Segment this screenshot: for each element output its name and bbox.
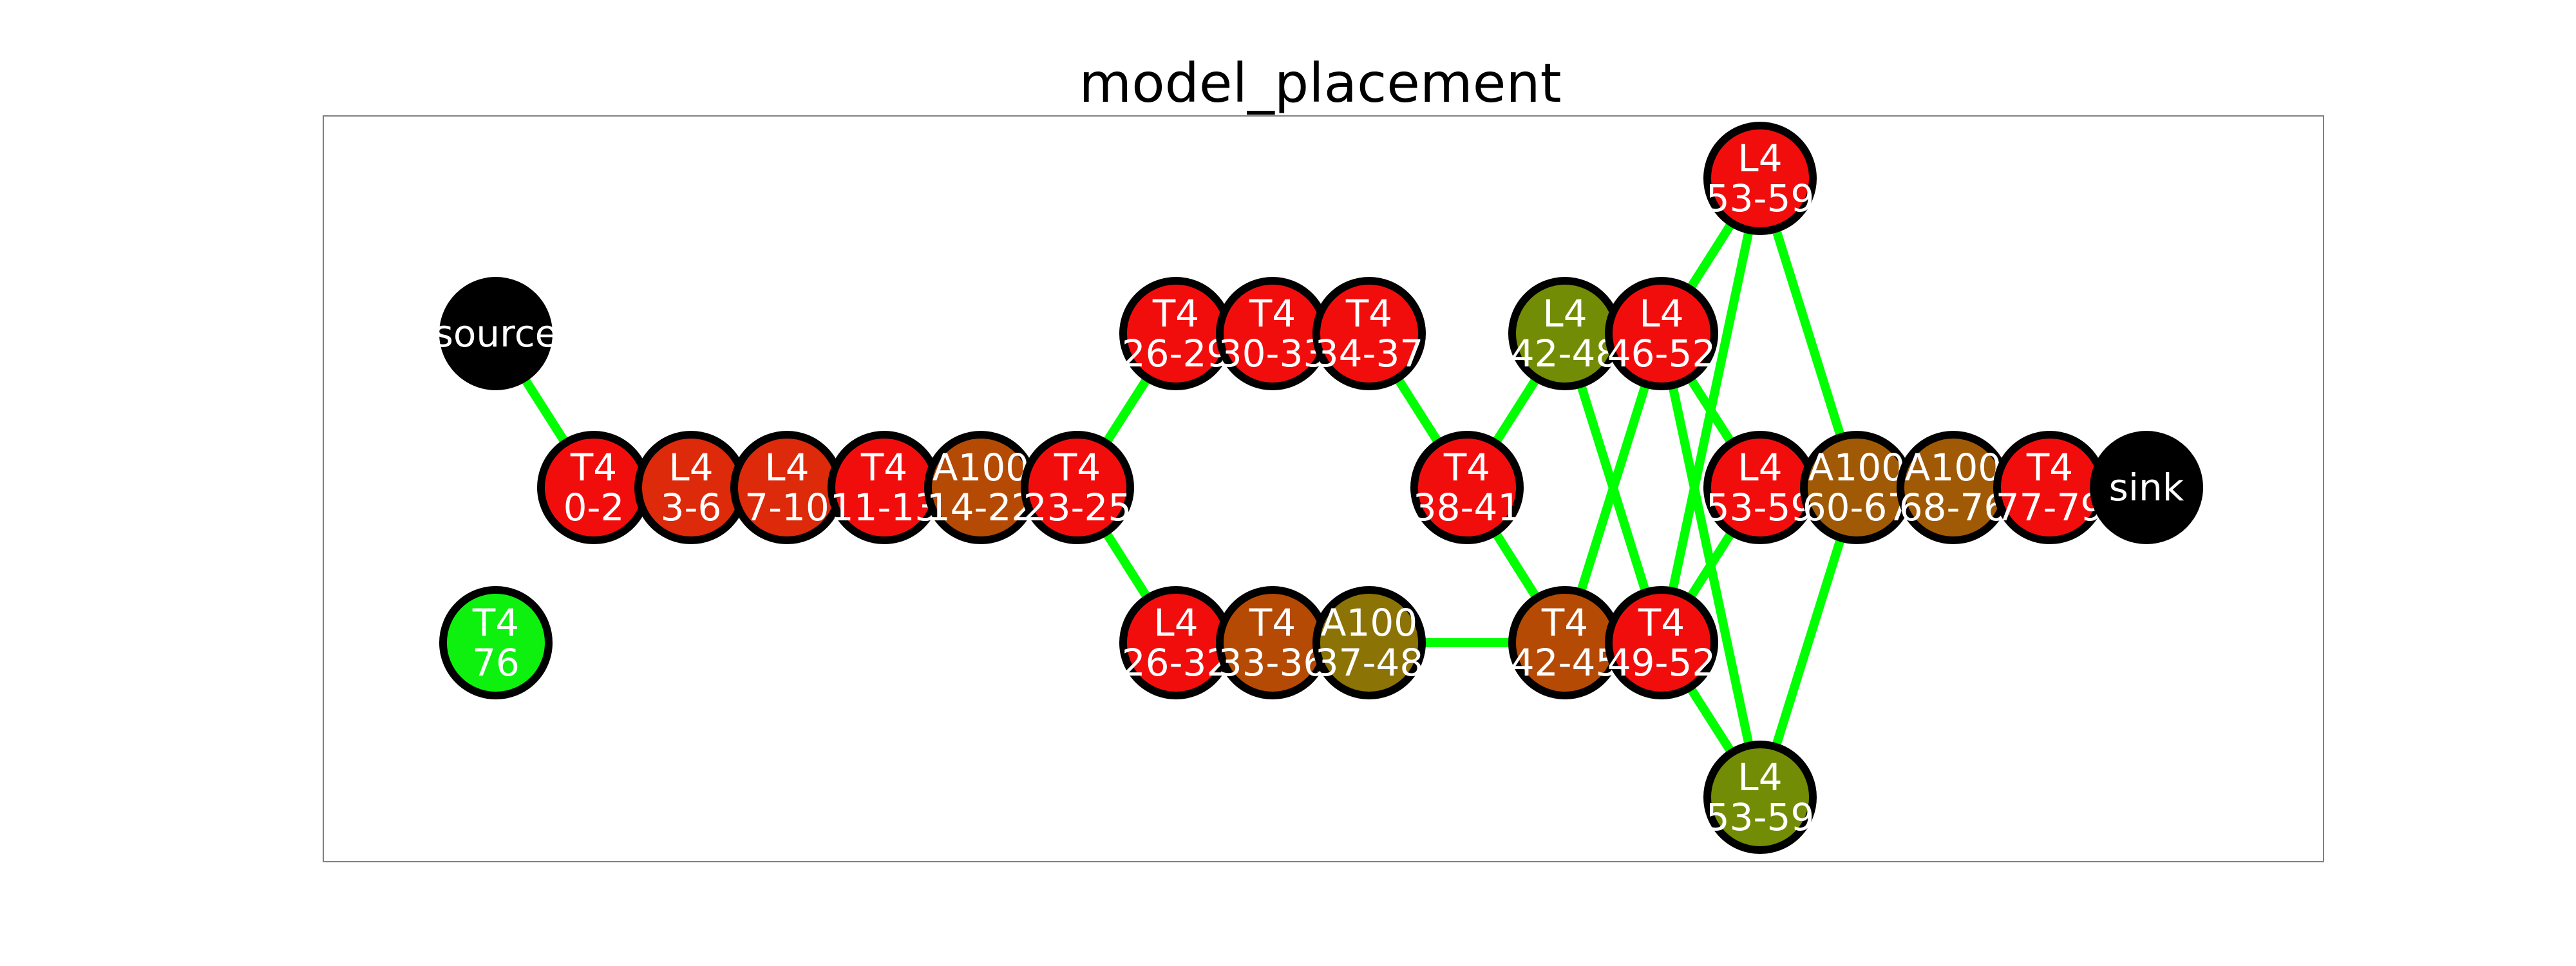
node-label: sink [2109,466,2184,509]
node-label: L4 53-59 [1706,755,1815,839]
node-label: source [434,312,558,355]
node-l4_53_59_top: L4 53-59 [1703,122,1817,235]
node-label: T4 23-25 [1023,446,1132,529]
node-circle [1703,741,1817,854]
node-t4_11_13: T4 11-13 [828,431,941,544]
node-label: A100 68-76 [1899,446,2008,529]
node-t4_26_29: T4 26-29 [1119,277,1233,390]
node-label: L4 3-6 [661,446,722,529]
node-label: T4 42-45 [1511,601,1620,685]
node-t4_30_33: T4 30-33 [1216,277,1329,390]
node-t4_38_41: T4 38-41 [1410,431,1524,544]
node-label: A100 60-67 [1803,446,1911,529]
node-label: A100 14-22 [927,446,1036,529]
node-label: L4 7-10 [744,446,829,529]
node-circle [1312,277,1426,390]
node-t4_0_2: T4 0-2 [537,431,650,544]
node-label: T4 49-52 [1607,601,1716,685]
node-l4_42_48: L4 42-48 [1508,277,1622,390]
node-a100_37_48: A100 37-48 [1312,586,1426,699]
node-label: T4 76 [472,601,520,685]
node-l4_46_52: L4 46-52 [1605,277,1718,390]
node-label: T4 33-36 [1218,601,1327,685]
node-label: L4 53-59 [1706,137,1815,220]
node-label: T4 0-2 [564,446,625,529]
node-circle [2090,431,2203,544]
node-l4_53_59_bot: L4 53-59 [1703,741,1817,854]
node-circle [1410,431,1524,544]
node-t4_34_37: T4 34-37 [1312,277,1426,390]
node-t4_77_79: T4 77-79 [1993,431,2107,544]
node-circle [439,277,553,390]
node-label: L4 53-59 [1706,446,1815,529]
node-label: A100 37-48 [1315,601,1424,685]
node-a100_60_67: A100 60-67 [1800,431,1913,544]
node-a100_14_22: A100 14-22 [924,431,1037,544]
node-circle [1703,122,1817,235]
node-l4_7_10: L4 7-10 [730,431,844,544]
node-a100_68_76: A100 68-76 [1897,431,2010,544]
node-l4_53_59_mid: L4 53-59 [1703,431,1817,544]
node-label: L4 46-52 [1607,292,1716,375]
node-label: T4 77-79 [1996,446,2105,529]
node-t4_23_25: T4 23-25 [1021,431,1134,544]
node-circle [1605,586,1718,699]
diagram-title: model_placement [1079,52,1561,115]
node-circle [1021,431,1134,544]
node-label: T4 30-33 [1218,292,1327,375]
node-t4_33_36: T4 33-36 [1216,586,1329,699]
node-label: T4 26-29 [1122,292,1231,375]
node-label: T4 34-37 [1315,292,1424,375]
node-label: T4 38-41 [1413,446,1522,529]
node-label: T4 11-13 [830,446,939,529]
node-circle [1312,586,1426,699]
node-label: L4 26-32 [1122,601,1231,685]
node-sink: sink [2090,431,2203,544]
node-label: L4 42-48 [1511,292,1620,375]
node-t4_42_45: T4 42-45 [1508,586,1622,699]
node-circle [439,586,553,699]
node-l4_3_6: L4 3-6 [634,431,748,544]
node-source: source [434,277,558,390]
node-l4_26_32: L4 26-32 [1119,586,1233,699]
plot-frame [323,115,2324,862]
edge-t4_49_52-to-l4_53_59_top [1657,177,1765,644]
node-circle [1605,277,1718,390]
node-t4_49_52: T4 49-52 [1605,586,1718,699]
node-t4_76: T4 76 [439,586,553,699]
